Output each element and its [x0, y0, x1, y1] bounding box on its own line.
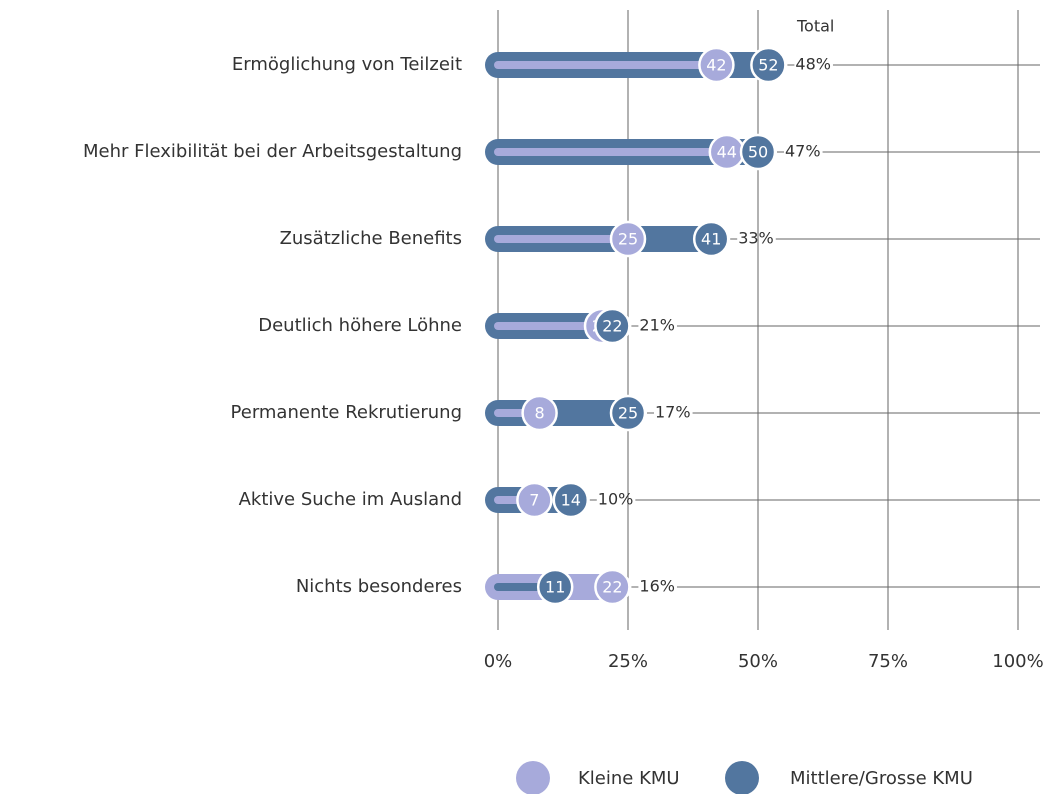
- x-tick-label: 100%: [992, 651, 1043, 672]
- dot-label: 44: [717, 143, 737, 162]
- dot-label: 42: [706, 56, 726, 75]
- total-label: 17%: [655, 403, 691, 422]
- dot-label: 25: [618, 230, 638, 249]
- category-label: Zusätzliche Benefits: [280, 228, 462, 249]
- legend-swatch: [725, 761, 759, 795]
- dot: [692, 220, 730, 258]
- total-label: 33%: [738, 229, 774, 248]
- total-label: 48%: [795, 55, 831, 74]
- dot-label: 41: [701, 230, 721, 249]
- category-label: Nichts besonderes: [296, 576, 462, 597]
- legend-label: Mittlere/Grosse KMU: [790, 768, 973, 789]
- category-label: Deutlich höhere Löhne: [258, 315, 462, 336]
- category-label: Ermöglichung von Teilzeit: [232, 54, 462, 75]
- category-label: Permanente Rekrutierung: [231, 402, 462, 423]
- total-label: 47%: [785, 142, 821, 161]
- dot-label: 50: [748, 143, 768, 162]
- dot: [521, 394, 558, 432]
- category-label: Mehr Flexibilität bei der Arbeitsgestalt…: [83, 141, 462, 162]
- dot-label: 52: [758, 56, 778, 75]
- x-tick-label: 50%: [738, 651, 778, 672]
- dot: [609, 394, 647, 432]
- dot-label: 7: [529, 491, 539, 510]
- total-header: Total: [796, 17, 834, 36]
- dot: [609, 220, 647, 258]
- dot-label: 25: [618, 404, 638, 423]
- x-tick-label: 0%: [484, 651, 513, 672]
- dot-label: 22: [602, 317, 622, 336]
- dot: [750, 46, 787, 84]
- dot: [536, 568, 574, 606]
- legend-swatch: [516, 761, 550, 795]
- dot: [552, 481, 590, 519]
- grid: [497, 10, 1019, 630]
- total-label: 10%: [598, 490, 634, 509]
- total-label: 21%: [639, 316, 675, 335]
- category-label: Aktive Suche im Ausland: [239, 489, 462, 510]
- dot-label: 14: [561, 491, 581, 510]
- dot: [516, 481, 553, 519]
- x-tick-label: 75%: [868, 651, 908, 672]
- dot-label: 11: [545, 578, 565, 597]
- dot: [594, 568, 631, 606]
- dot-label: 8: [535, 404, 545, 423]
- dot-label: 22: [602, 578, 622, 597]
- dot: [739, 133, 777, 171]
- legend-label: Kleine KMU: [578, 768, 680, 789]
- dot: [698, 46, 735, 84]
- x-tick-label: 25%: [608, 651, 648, 672]
- total-label: 16%: [639, 577, 675, 596]
- dot: [594, 307, 631, 345]
